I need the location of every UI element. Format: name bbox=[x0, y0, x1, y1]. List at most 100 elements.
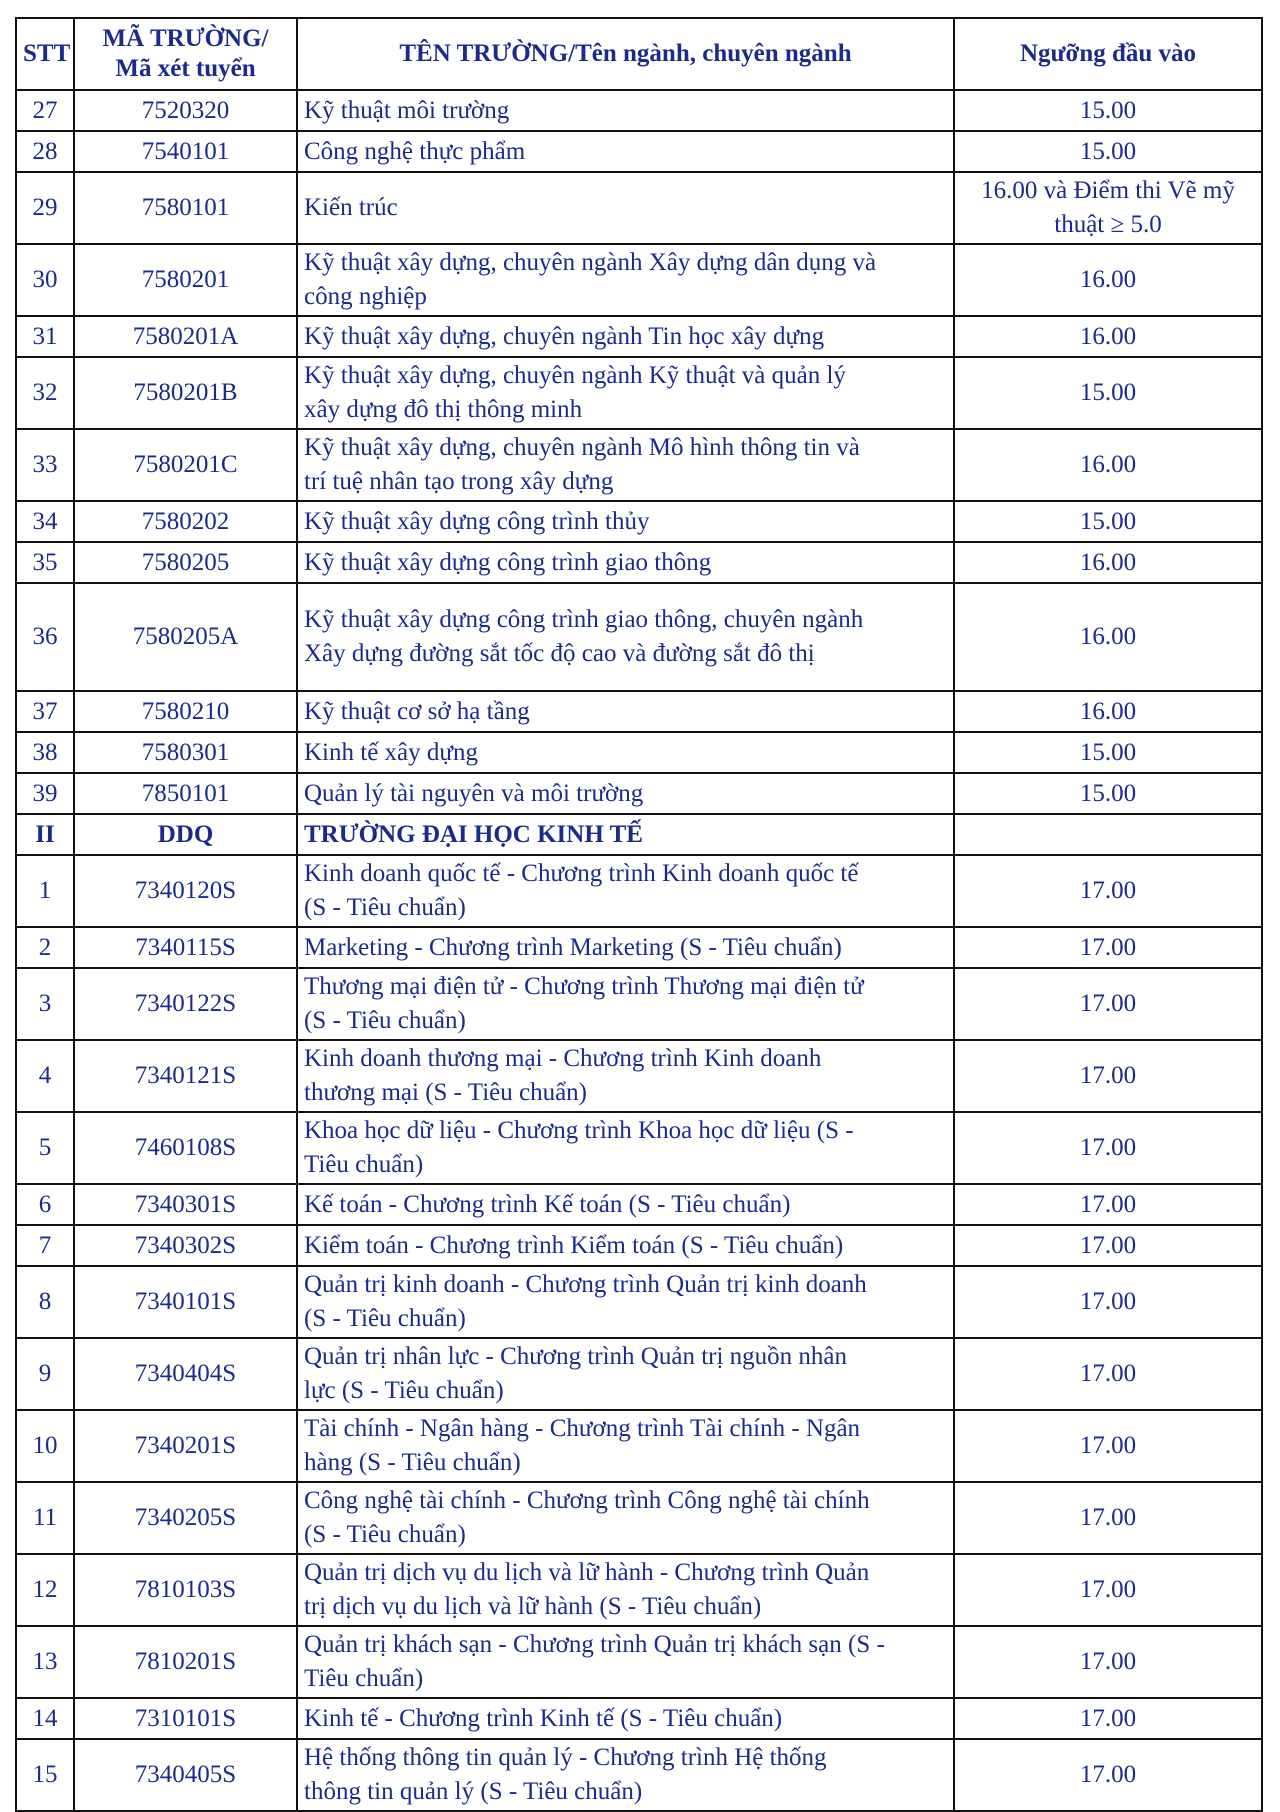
stt-cell: 35 bbox=[15, 541, 75, 584]
table-row: 37 7580210 Kỹ thuật cơ sở hạ tầng 16.00 bbox=[15, 690, 1263, 733]
table-row: 14 7310101S Kinh tế - Chương trình Kinh tế… bbox=[15, 1697, 1263, 1740]
table-row: 12 7810103S Quản trị dịch vụ du lịch và lữ… bbox=[15, 1553, 1263, 1627]
code-cell: 7340122S bbox=[73, 967, 298, 1041]
table-row: 2 7340115S Marketing - Chương trình Market… bbox=[15, 926, 1263, 969]
code-cell: 7580201A bbox=[73, 315, 298, 358]
stt-cell: 28 bbox=[15, 130, 75, 173]
code-cell: 7850101 bbox=[73, 772, 298, 815]
table-row: 30 7580201 Kỹ thuật xây dựng, chuyên ngành… bbox=[15, 243, 1263, 317]
table-row: 27 7520320 Kỹ thuật môi trường 15.00 bbox=[15, 89, 1263, 132]
threshold-cell: 16.00 bbox=[953, 315, 1263, 358]
name-cell: Kỹ thuật xây dựng công trình thủy bbox=[296, 500, 955, 543]
table-row: 36 7580205A Kỹ thuật xây dựng công trình g… bbox=[15, 582, 1263, 692]
threshold-cell: 16.00 bbox=[953, 243, 1263, 317]
stt-cell: 32 bbox=[15, 356, 75, 430]
stt-cell: 27 bbox=[15, 89, 75, 132]
stt-cell: 34 bbox=[15, 500, 75, 543]
stt-cell: 5 bbox=[15, 1111, 75, 1185]
code-cell: 7460108S bbox=[73, 1111, 298, 1185]
table-row: 9 7340404S Quản trị nhân lực - Chương trìn… bbox=[15, 1337, 1263, 1411]
stt-cell: 3 bbox=[15, 967, 75, 1041]
threshold-cell: 17.00 bbox=[953, 854, 1263, 928]
stt-cell: 33 bbox=[15, 428, 75, 502]
code-cell: 7340120S bbox=[73, 854, 298, 928]
stt-cell: 10 bbox=[15, 1409, 75, 1483]
threshold-cell: 17.00 bbox=[953, 1224, 1263, 1267]
name-cell: Hệ thống thông tin quản lý - Chương trìn… bbox=[296, 1738, 955, 1812]
threshold-cell: 15.00 bbox=[953, 731, 1263, 774]
name-cell: Kỹ thuật xây dựng, chuyên ngành Mô hình … bbox=[296, 428, 955, 502]
table-row: 4 7340121S Kinh doanh thương mại - Chương … bbox=[15, 1039, 1263, 1113]
table-row: 13 7810201S Quản trị khách sạn - Chương tr… bbox=[15, 1625, 1263, 1699]
name-cell: Kỹ thuật xây dựng, chuyên ngành Xây dựng… bbox=[296, 243, 955, 317]
name-cell: Tài chính - Ngân hàng - Chương trình Tài… bbox=[296, 1409, 955, 1483]
name-cell: Kỹ thuật xây dựng công trình giao thông,… bbox=[296, 582, 955, 692]
threshold-cell: 15.00 bbox=[953, 130, 1263, 173]
name-cell: Khoa học dữ liệu - Chương trình Khoa học… bbox=[296, 1111, 955, 1185]
table-row: 1 7340120S Kinh doanh quốc tế - Chương trì… bbox=[15, 854, 1263, 928]
threshold-cell: 17.00 bbox=[953, 1337, 1263, 1411]
code-cell: 7580201 bbox=[73, 243, 298, 317]
threshold-cell: 17.00 bbox=[953, 1111, 1263, 1185]
stt-cell: 13 bbox=[15, 1625, 75, 1699]
name-cell: TRƯỜNG ĐẠI HỌC KINH TẾ bbox=[296, 813, 955, 856]
name-cell: Kinh doanh thương mại - Chương trình Kin… bbox=[296, 1039, 955, 1113]
name-cell: Kỹ thuật xây dựng, chuyên ngành Tin học … bbox=[296, 315, 955, 358]
name-cell: Kinh tế xây dựng bbox=[296, 731, 955, 774]
name-cell: Quản trị nhân lực - Chương trình Quản tr… bbox=[296, 1337, 955, 1411]
threshold-cell: 17.00 bbox=[953, 1265, 1263, 1339]
stt-cell: 31 bbox=[15, 315, 75, 358]
code-cell: DDQ bbox=[73, 813, 298, 856]
code-cell: 7580205 bbox=[73, 541, 298, 584]
table-row: 38 7580301 Kinh tế xây dựng 15.00 bbox=[15, 731, 1263, 774]
header-threshold: Ngưỡng đầu vào bbox=[953, 17, 1263, 91]
threshold-cell: 17.00 bbox=[953, 1697, 1263, 1740]
table-row: 31 7580201A Kỹ thuật xây dựng, chuyên ngàn… bbox=[15, 315, 1263, 358]
table-row: 15 7340405S Hệ thống thông tin quản lý - C… bbox=[15, 1738, 1263, 1812]
table-row: 29 7580101 Kiến trúc 16.00 và Điểm thi Vẽ m… bbox=[15, 171, 1263, 245]
threshold-cell: 16.00 bbox=[953, 582, 1263, 692]
header-stt: STT bbox=[15, 17, 75, 91]
admission-threshold-table: STT MÃ TRƯỜNG/ Mã xét tuyển TÊN TRƯỜNG/T… bbox=[15, 17, 1263, 1812]
table-row: 3 7340122S Thương mại điện tử - Chương trì… bbox=[15, 967, 1263, 1041]
threshold-cell: 17.00 bbox=[953, 1553, 1263, 1627]
threshold-cell: 17.00 bbox=[953, 1039, 1263, 1113]
code-cell: 7340121S bbox=[73, 1039, 298, 1113]
table-row: 34 7580202 Kỹ thuật xây dựng công trình th… bbox=[15, 500, 1263, 543]
code-cell: 7810201S bbox=[73, 1625, 298, 1699]
stt-cell: 2 bbox=[15, 926, 75, 969]
stt-cell: 4 bbox=[15, 1039, 75, 1113]
code-cell: 7340302S bbox=[73, 1224, 298, 1267]
section-row: II DDQ TRƯỜNG ĐẠI HỌC KINH TẾ bbox=[15, 813, 1263, 856]
table-row: 6 7340301S Kế toán - Chương trình Kế toán … bbox=[15, 1183, 1263, 1226]
threshold-cell: 17.00 bbox=[953, 967, 1263, 1041]
code-cell: 7340405S bbox=[73, 1738, 298, 1812]
stt-cell: 37 bbox=[15, 690, 75, 733]
table-row: 10 7340201S Tài chính - Ngân hàng - Chương… bbox=[15, 1409, 1263, 1483]
name-cell: Quản trị kinh doanh - Chương trình Quản … bbox=[296, 1265, 955, 1339]
code-cell: 7580101 bbox=[73, 171, 298, 245]
threshold-cell: 16.00 bbox=[953, 690, 1263, 733]
name-cell: Kinh doanh quốc tế - Chương trình Kinh d… bbox=[296, 854, 955, 928]
threshold-cell: 16.00 bbox=[953, 541, 1263, 584]
stt-cell: 9 bbox=[15, 1337, 75, 1411]
name-cell: Kỹ thuật cơ sở hạ tầng bbox=[296, 690, 955, 733]
name-cell: Kỹ thuật xây dựng công trình giao thông bbox=[296, 541, 955, 584]
code-cell: 7340205S bbox=[73, 1481, 298, 1555]
threshold-cell: 17.00 bbox=[953, 1738, 1263, 1812]
table-row: 28 7540101 Công nghệ thực phẩm 15.00 bbox=[15, 130, 1263, 173]
code-cell: 7340301S bbox=[73, 1183, 298, 1226]
stt-cell: 39 bbox=[15, 772, 75, 815]
stt-cell: II bbox=[15, 813, 75, 856]
code-cell: 7580205A bbox=[73, 582, 298, 692]
threshold-cell: 16.00 bbox=[953, 428, 1263, 502]
threshold-cell: 16.00 và Điểm thi Vẽ mỹ thuật ≥ 5.0 bbox=[953, 171, 1263, 245]
code-cell: 7340404S bbox=[73, 1337, 298, 1411]
name-cell: Kiến trúc bbox=[296, 171, 955, 245]
name-cell: Công nghệ tài chính - Chương trình Công … bbox=[296, 1481, 955, 1555]
name-cell: Marketing - Chương trình Marketing (S - … bbox=[296, 926, 955, 969]
code-cell: 7580202 bbox=[73, 500, 298, 543]
name-cell: Quản trị khách sạn - Chương trình Quản t… bbox=[296, 1625, 955, 1699]
stt-cell: 14 bbox=[15, 1697, 75, 1740]
header-name: TÊN TRƯỜNG/Tên ngành, chuyên ngành bbox=[296, 17, 955, 91]
